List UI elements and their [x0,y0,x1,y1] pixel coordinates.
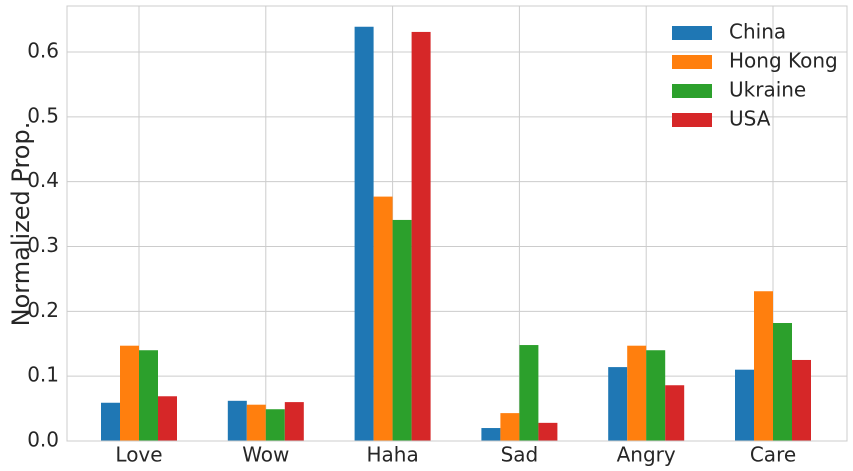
y-axis-label: Normalized Prop. [7,122,35,327]
bar [246,404,266,441]
legend-label: Ukraine [729,78,806,102]
y-tick-label: 0.6 [27,39,59,63]
x-tick-label: Haha [366,443,418,467]
plot-frame [66,5,848,442]
y-tick-label: 0.3 [27,233,59,257]
x-tick-label: Sad [501,443,539,467]
y-tick-label: 0.1 [27,363,59,387]
bar [773,323,792,441]
bar [608,367,628,441]
bar [373,196,393,441]
bar [227,400,247,441]
legend-swatch [672,55,712,69]
bar [627,345,647,441]
bar [411,31,431,441]
bar [519,345,539,441]
bar [158,396,177,441]
legend-swatch [672,84,712,98]
bar [392,219,412,441]
y-tick-label: 0.4 [27,168,59,192]
bar [354,26,374,442]
bar [792,359,811,441]
legend-swatch [672,113,712,127]
bar [101,402,120,441]
legend-label: China [729,20,786,44]
y-tick-label: 0.0 [27,428,59,452]
bar [120,345,139,441]
legend-swatch [672,26,712,40]
x-tick-label: Love [115,443,162,467]
x-tick-label: Care [750,443,796,467]
legend-label: Hong Kong [729,49,838,73]
legend-label: USA [729,107,771,131]
bar [754,291,773,441]
bar [481,428,501,441]
bar [284,402,304,441]
y-tick-label: 0.2 [27,298,59,322]
bar [500,413,520,441]
y-tick-label: 0.5 [27,103,59,127]
bar [538,422,558,441]
bar [735,369,754,441]
bar [665,385,685,441]
bar [139,350,158,441]
x-tick-label: Angry [617,443,676,467]
x-tick-label: Wow [242,443,289,467]
bar [265,409,285,441]
bar [646,350,666,441]
